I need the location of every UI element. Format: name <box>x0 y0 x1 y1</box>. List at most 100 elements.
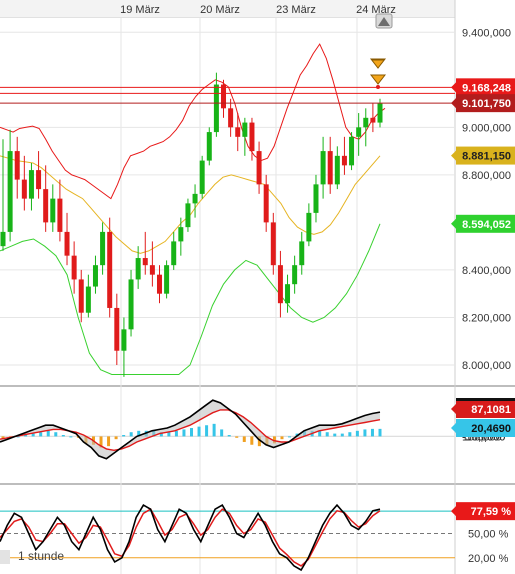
scroll-handle-icon[interactable] <box>0 550 10 564</box>
candlesticks <box>0 72 383 377</box>
histogram-bar <box>129 432 133 437</box>
candle <box>313 174 319 223</box>
candle <box>43 165 49 232</box>
histogram-bar <box>242 436 246 442</box>
macd-pane[interactable] <box>0 389 455 481</box>
histogram-bar <box>220 429 224 437</box>
candle <box>270 212 276 275</box>
histogram-bar <box>325 432 329 437</box>
signal-line <box>0 409 381 452</box>
histogram-bar <box>54 432 58 437</box>
histogram-bar <box>363 429 367 437</box>
histogram-bar <box>46 430 50 437</box>
histogram-bar <box>114 436 118 440</box>
candle <box>21 155 27 211</box>
candle <box>320 136 326 199</box>
candle <box>199 155 205 199</box>
last-price-label: 9.101,750 <box>451 94 515 113</box>
stoch-value-labels: 77,59 % <box>451 502 515 521</box>
candle <box>57 179 63 242</box>
moving-average-label: 8.881,150 <box>451 146 515 165</box>
y-tick-label: 50,00 % <box>468 529 509 541</box>
x-tick-label: 23 März <box>276 4 316 16</box>
price-grid <box>0 31 455 366</box>
candle <box>78 269 84 323</box>
histogram-bar <box>318 430 322 437</box>
bell-icon[interactable] <box>375 13 393 29</box>
candle <box>0 139 6 251</box>
stoch-y-ticks: 50,00 % 20,00 % <box>468 529 509 565</box>
histogram-bar <box>370 428 374 437</box>
stoch-value-label: 77,59 % <box>451 502 515 521</box>
histogram-bar <box>69 436 73 438</box>
x-tick-label: 19 März <box>120 4 160 16</box>
upper-line-label: 9.168,248 <box>451 78 515 97</box>
candle <box>327 136 333 194</box>
candle <box>363 108 369 147</box>
y-tick-label: 9.400,000 <box>462 27 511 39</box>
candle <box>349 132 355 171</box>
macd-value-label: 87,1081 <box>451 400 515 418</box>
histogram-bar <box>355 430 359 437</box>
candle <box>263 174 269 232</box>
lower-band-label: 8.594,052 <box>451 214 515 233</box>
candle <box>142 231 148 275</box>
candle <box>114 293 120 365</box>
lower-band-label-text: 8.594,052 <box>462 219 511 231</box>
alert-triangle-icon[interactable] <box>369 58 387 69</box>
candle <box>277 250 283 318</box>
candle <box>36 151 42 199</box>
candle <box>242 117 248 156</box>
histogram-bar <box>227 435 231 437</box>
price-y-ticks: 9.400,000 9.000,000 8.800,000 8.400,000 8.20… <box>462 27 511 372</box>
histogram-bar <box>197 426 201 437</box>
macd-lines <box>0 399 381 460</box>
histogram-bar <box>159 432 163 437</box>
candle <box>92 255 98 294</box>
alert-triangle-icon[interactable] <box>369 74 387 89</box>
candle <box>85 274 91 318</box>
candle <box>14 136 20 199</box>
candle <box>228 98 234 137</box>
histogram-bar <box>122 435 126 437</box>
lower-band-line <box>0 223 381 375</box>
candle <box>370 103 376 133</box>
candle <box>149 241 155 287</box>
upper-line-label-text: 9.168,248 <box>462 82 511 94</box>
histogram-bar <box>333 433 337 437</box>
candle <box>64 212 70 266</box>
histogram-bar <box>167 432 171 437</box>
histogram-bar <box>61 435 65 437</box>
histogram-bar <box>190 428 193 437</box>
price-pane[interactable] <box>0 18 455 384</box>
histogram-bar <box>16 436 20 438</box>
stochastic-pane[interactable] <box>0 487 455 574</box>
y-tick-label: 8.400,000 <box>462 265 511 277</box>
candle <box>235 113 241 152</box>
histogram-bar <box>257 436 261 447</box>
histogram-bar <box>137 430 141 437</box>
stoch-fast-line <box>0 503 381 572</box>
timeframe-label: 1 stunde <box>18 549 64 563</box>
candle <box>135 246 141 289</box>
x-tick-label: 24 März <box>356 4 396 16</box>
upper-band-line <box>0 43 386 200</box>
price-value-labels: 9.168,248 9.101,750 8.881,150 8.594,052 <box>451 78 515 233</box>
histogram-bar <box>250 436 254 445</box>
x-tick-label: 20 März <box>200 4 240 16</box>
histogram-bar <box>378 428 382 437</box>
histogram-bar <box>280 436 284 440</box>
candle <box>185 198 191 232</box>
candle <box>306 203 312 247</box>
y-tick-label: 20,00 % <box>468 553 509 565</box>
macd-label-accent <box>456 398 515 401</box>
vertical-grid <box>120 18 358 574</box>
candle <box>292 255 298 294</box>
histogram-bar <box>1 436 5 440</box>
histogram-bar <box>205 425 209 437</box>
y-tick-label: 8.200,000 <box>462 312 511 324</box>
candle <box>171 231 177 270</box>
candle <box>356 113 362 156</box>
macd-line <box>0 399 381 460</box>
